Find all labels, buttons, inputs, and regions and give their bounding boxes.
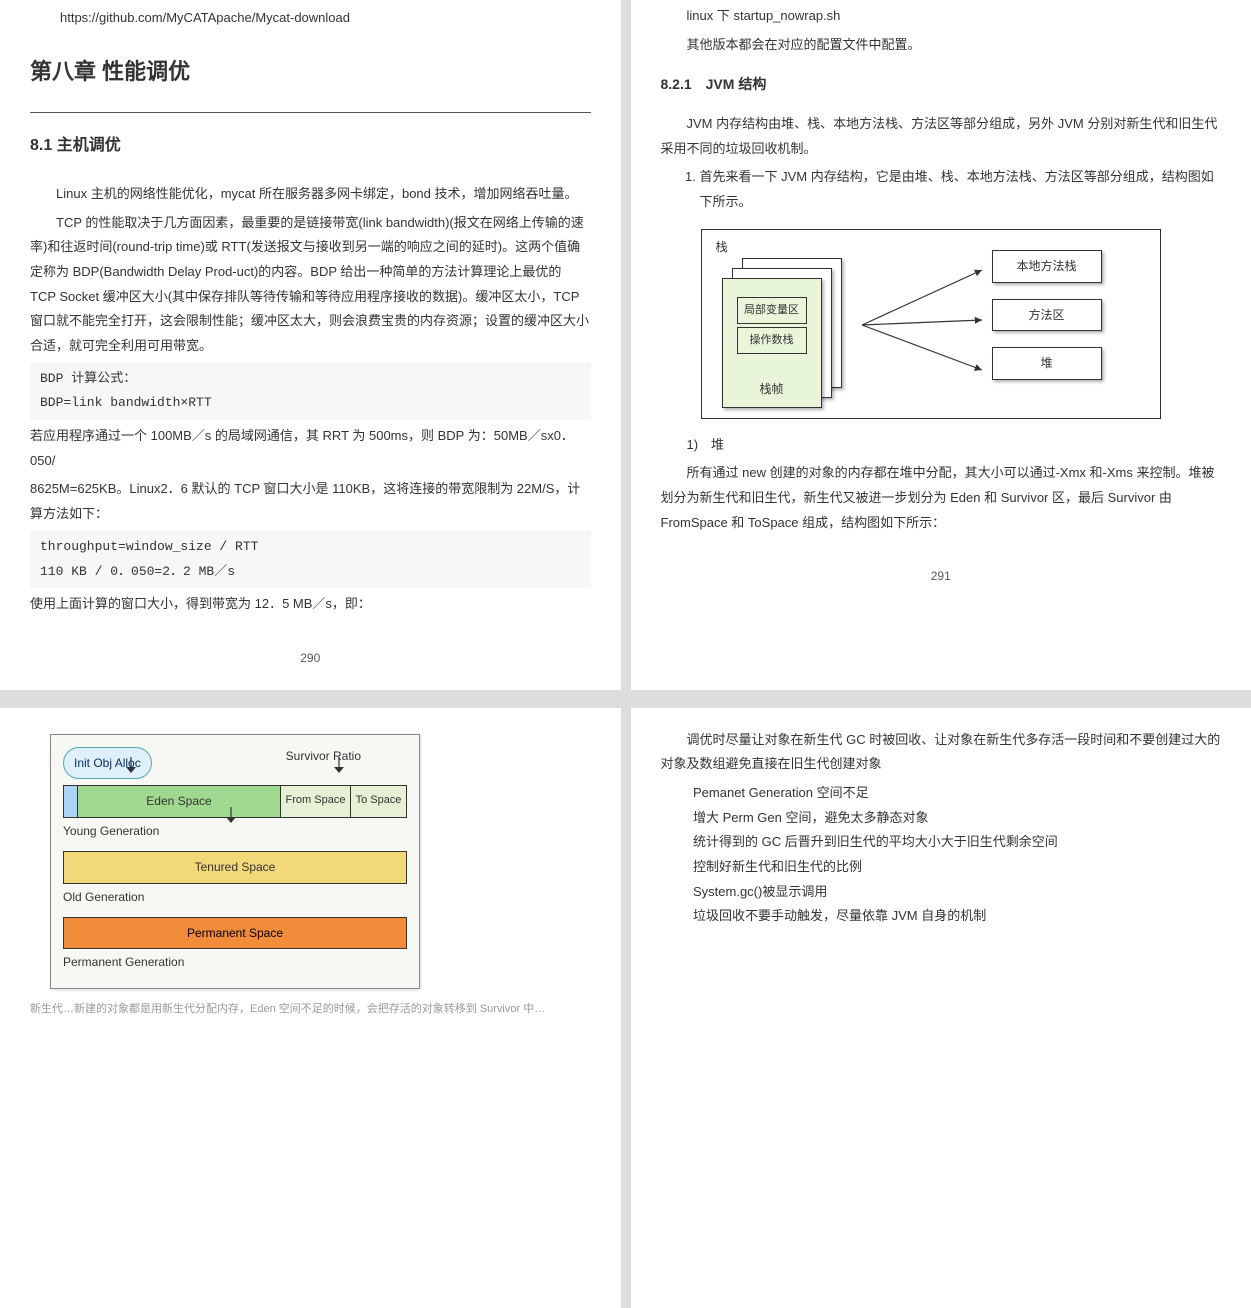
code-line: BDP 计算公式： (40, 367, 581, 392)
native-stack-box: 本地方法栈 (992, 250, 1102, 283)
arrow-icon (121, 757, 141, 775)
memory-boxes: 本地方法栈 方法区 堆 (992, 250, 1142, 396)
paragraph: 8625M=625KB。Linux2．6 默认的 TCP 窗口大小是 110KB… (30, 477, 591, 526)
truncated-text: 新生代…新建的对象都是用新生代分配内存，Eden 空间不足的时候，会把存活的对象… (30, 999, 591, 1020)
document-spread-2: Init Obj Alloc Survivor Ratio Eden Space… (0, 708, 1251, 1308)
paragraph: 其他版本都会在对应的配置文件中配置。 (661, 33, 1222, 58)
heap-heading: 1) 堆 (687, 433, 1222, 458)
page-293: 调优时尽量让对象在新生代 GC 时被回收、让对象在新生代多存活一段时间和不要创建… (631, 708, 1251, 1308)
github-url: https://github.com/MyCATApache/Mycat-dow… (60, 6, 591, 31)
chapter-title: 第八章 性能调优 (30, 51, 591, 93)
page-number: 291 (661, 565, 1222, 588)
permanent-space: Permanent Space (64, 918, 406, 949)
paragraph: TCP 的性能取决于几方面因素，最重要的是链接带宽(link bandwidth… (30, 211, 591, 359)
tuning-list: Pemanet Generation 空间不足 增大 Perm Gen 空间，避… (661, 781, 1222, 929)
list-item: 垃圾回收不要手动触发，尽量依靠 JVM 自身的机制 (693, 904, 1221, 929)
code-line: throughput=window_size / RTT (40, 535, 581, 560)
page-291: linux 下 startup_nowrap.sh 其他版本都会在对应的配置文件… (631, 0, 1251, 690)
jvm-structure-diagram: 栈 局部变量区 操作数栈 栈帧 (701, 229, 1161, 419)
list-item: 首先来看一下 JVM 内存结构，它是由堆、栈、本地方法栈、方法区等部分组成，结构… (700, 165, 1222, 214)
heap-box: 堆 (992, 347, 1102, 380)
paragraph: 所有通过 new 创建的对象的内存都在堆中分配，其大小可以通过-Xmx 和-Xm… (661, 461, 1222, 535)
local-var-area: 局部变量区 (737, 297, 807, 324)
spread-divider (0, 690, 1251, 708)
eden-space: Eden Space (78, 786, 281, 817)
code-line: BDP=link bandwidth×RTT (40, 391, 581, 416)
to-space: To Space (351, 786, 406, 817)
perm-gen-row: Permanent Space (63, 917, 407, 950)
section-title: 8.1 主机调优 (30, 131, 591, 161)
stack-frame-front: 局部变量区 操作数栈 栈帧 (722, 278, 822, 408)
stack-frames: 局部变量区 操作数栈 栈帧 (722, 258, 842, 408)
page-number: 290 (30, 647, 591, 670)
code-block: BDP 计算公式： BDP=link bandwidth×RTT (30, 363, 591, 420)
paragraph: JVM 内存结构由堆、栈、本地方法栈、方法区等部分组成，另外 JVM 分别对新生… (661, 112, 1222, 161)
arrow-icon (329, 757, 349, 775)
operand-stack: 操作数栈 (737, 327, 807, 354)
paragraph: 调优时尽量让对象在新生代 GC 时被回收、让对象在新生代多存活一段时间和不要创建… (661, 728, 1222, 777)
paragraph: Linux 主机的网络性能优化，mycat 所在服务器多网卡绑定，bond 技术… (30, 182, 591, 207)
list-item: 控制好新生代和旧生代的比例 (693, 855, 1221, 880)
from-space: From Space (281, 786, 351, 817)
page-292: Init Obj Alloc Survivor Ratio Eden Space… (0, 708, 621, 1308)
document-spread: https://github.com/MyCATApache/Mycat-dow… (0, 0, 1251, 690)
paragraph: linux 下 startup_nowrap.sh (661, 4, 1222, 29)
ordered-list: 首先来看一下 JVM 内存结构，它是由堆、栈、本地方法栈、方法区等部分组成，结构… (700, 165, 1222, 214)
arrow-icon (221, 807, 241, 825)
perm-gen-label: Permanent Generation (63, 951, 407, 974)
paragraph: 使用上面计算的窗口大小，得到带宽为 12．5 MB／s，即： (30, 592, 591, 617)
page-290: https://github.com/MyCATApache/Mycat-dow… (0, 0, 621, 690)
alloc-marker (64, 786, 78, 817)
code-line: 110 KB / 0．050=2．2 MB／s (40, 560, 581, 585)
method-area-box: 方法区 (992, 299, 1102, 332)
old-gen-row: Tenured Space (63, 851, 407, 884)
frame-caption: 栈帧 (723, 378, 821, 401)
list-item: 统计得到的 GC 后晋升到旧生代的平均大小大于旧生代剩余空间 (693, 830, 1221, 855)
stack-label: 栈 (716, 236, 728, 259)
list-item: 增大 Perm Gen 空间，避免太多静态对象 (693, 806, 1221, 831)
list-item: System.gc()被显示调用 (693, 880, 1221, 905)
divider (30, 112, 591, 113)
code-block: throughput=window_size / RTT 110 KB / 0．… (30, 531, 591, 588)
list-item: Pemanet Generation 空间不足 (693, 781, 1221, 806)
survivor-ratio-label: Survivor Ratio (286, 745, 361, 768)
paragraph: 若应用程序通过一个 100MB／s 的局域网通信，其 RRT 为 500ms，则… (30, 424, 591, 473)
arrows (852, 250, 992, 400)
heap-generation-diagram: Init Obj Alloc Survivor Ratio Eden Space… (50, 734, 420, 990)
old-gen-label: Old Generation (63, 886, 407, 909)
subsection-title: 8.2.1 JVM 结构 (661, 71, 1222, 98)
tenured-space: Tenured Space (64, 852, 406, 883)
